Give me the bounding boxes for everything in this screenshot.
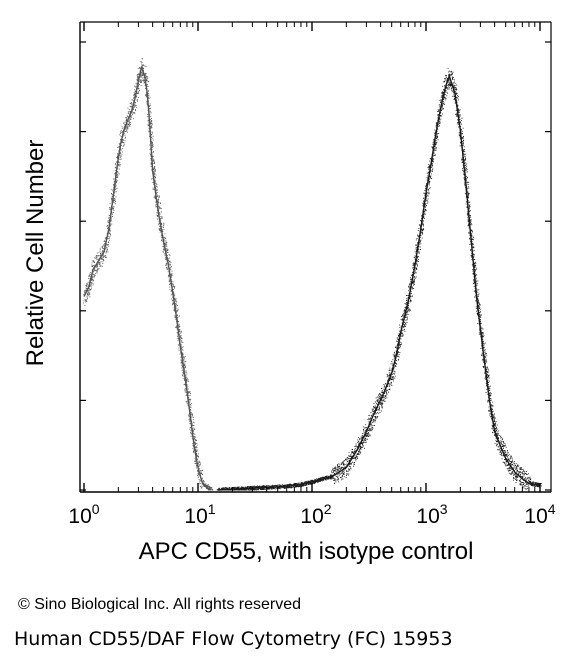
histogram-series-texture — [83, 58, 214, 491]
copyright-notice: © Sino Biological Inc. All rights reserv… — [18, 596, 302, 613]
histogram-series-2 — [216, 67, 542, 491]
x-tick-label: 104 — [524, 501, 555, 528]
x-tick-label: 100 — [68, 501, 99, 528]
figure-caption: Human CD55/DAF Flow Cytometry (FC) 15953 — [14, 628, 453, 650]
histogram-series-texture — [216, 67, 542, 491]
axis-ticks — [80, 22, 551, 492]
x-tick-label: 101 — [184, 501, 215, 528]
x-tick-label: 103 — [416, 501, 447, 528]
histogram-series — [83, 58, 542, 491]
y-axis-title: Relative Cell Number — [22, 140, 49, 367]
x-tick-label: 102 — [300, 501, 331, 528]
x-axis-tick-labels: 100 101 102 103 104 — [68, 501, 555, 528]
x-axis-title: APC CD55, with isotype control — [139, 538, 474, 565]
histogram-series-1 — [83, 58, 214, 491]
